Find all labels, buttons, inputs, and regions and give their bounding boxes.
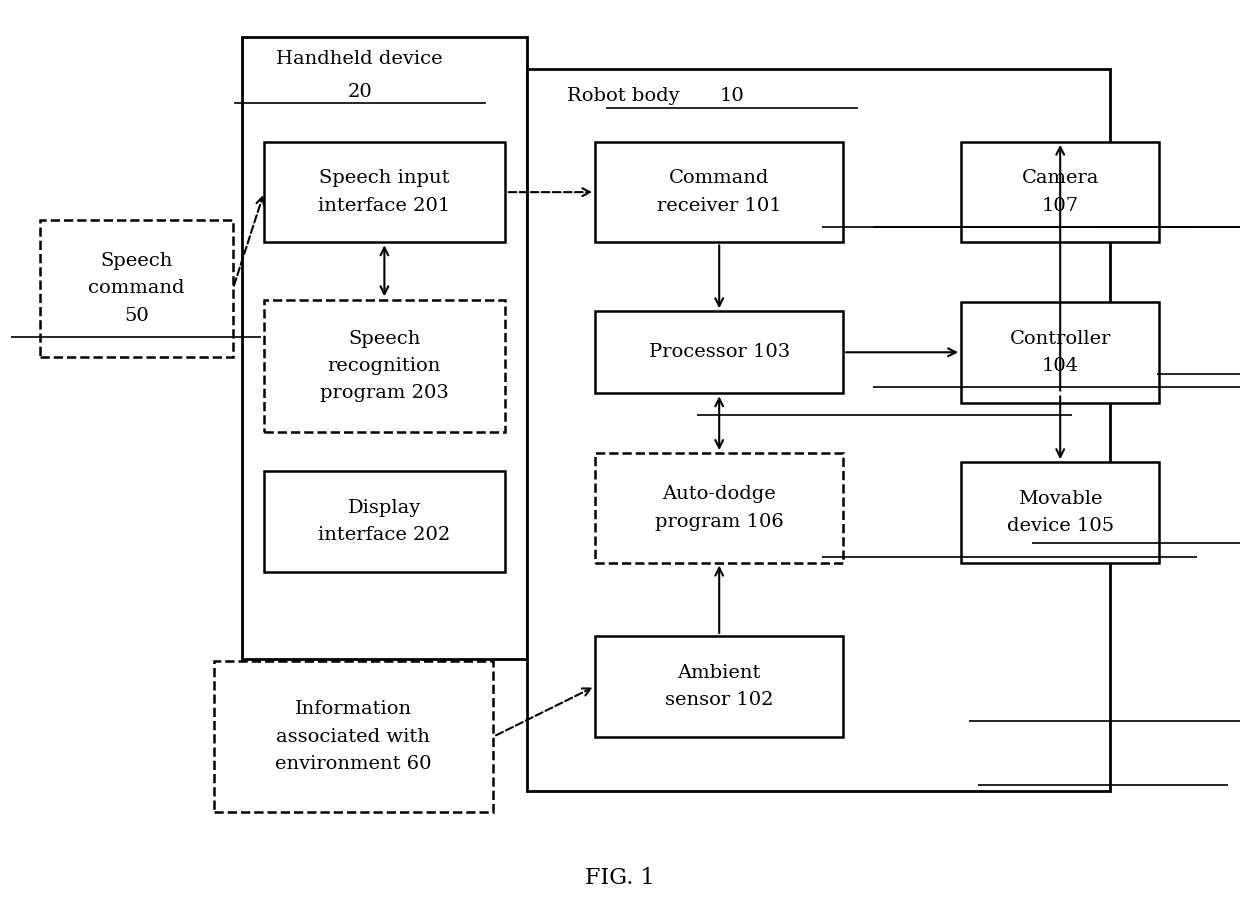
Text: Movable: Movable bbox=[1018, 490, 1102, 508]
Text: Handheld device: Handheld device bbox=[277, 50, 443, 69]
Text: Robot body: Robot body bbox=[567, 87, 686, 105]
Text: Information: Information bbox=[295, 700, 412, 718]
Bar bbox=[263, 142, 506, 242]
Text: FIG. 1: FIG. 1 bbox=[585, 867, 655, 889]
Text: associated with: associated with bbox=[277, 727, 430, 746]
Text: Camera: Camera bbox=[1022, 169, 1099, 188]
Text: Speech: Speech bbox=[348, 329, 420, 348]
Text: command: command bbox=[88, 279, 185, 297]
Text: 50: 50 bbox=[124, 307, 149, 325]
Text: Ambient: Ambient bbox=[677, 663, 761, 682]
Text: sensor 102: sensor 102 bbox=[665, 691, 774, 709]
Text: 104: 104 bbox=[1042, 357, 1079, 375]
Text: Auto-dodge: Auto-dodge bbox=[662, 485, 776, 503]
Bar bbox=[263, 471, 506, 572]
Text: Speech: Speech bbox=[100, 252, 172, 270]
Text: Command: Command bbox=[670, 169, 769, 188]
Bar bbox=[213, 661, 492, 813]
Text: program 203: program 203 bbox=[320, 384, 449, 403]
Bar bbox=[527, 69, 1110, 791]
Bar bbox=[263, 300, 506, 433]
Text: environment 60: environment 60 bbox=[275, 755, 432, 773]
Text: device 105: device 105 bbox=[1007, 517, 1114, 535]
Text: 20: 20 bbox=[347, 82, 372, 101]
Text: Controller: Controller bbox=[1009, 329, 1111, 348]
Bar bbox=[40, 220, 233, 357]
Bar bbox=[595, 636, 843, 737]
Bar bbox=[242, 37, 527, 659]
Text: 107: 107 bbox=[1042, 197, 1079, 215]
Text: Display: Display bbox=[347, 499, 422, 517]
Text: recognition: recognition bbox=[327, 357, 441, 375]
Text: Speech input: Speech input bbox=[319, 169, 450, 188]
Text: interface 201: interface 201 bbox=[319, 197, 450, 215]
Bar bbox=[595, 311, 843, 393]
Bar bbox=[961, 462, 1159, 563]
Bar bbox=[961, 302, 1159, 403]
Bar bbox=[961, 142, 1159, 242]
Text: receiver 101: receiver 101 bbox=[657, 197, 781, 215]
Text: 10: 10 bbox=[719, 87, 744, 105]
Bar bbox=[595, 142, 843, 242]
Text: Processor 103: Processor 103 bbox=[649, 343, 790, 361]
Text: interface 202: interface 202 bbox=[319, 526, 450, 544]
Text: program 106: program 106 bbox=[655, 512, 784, 531]
Bar bbox=[595, 453, 843, 563]
